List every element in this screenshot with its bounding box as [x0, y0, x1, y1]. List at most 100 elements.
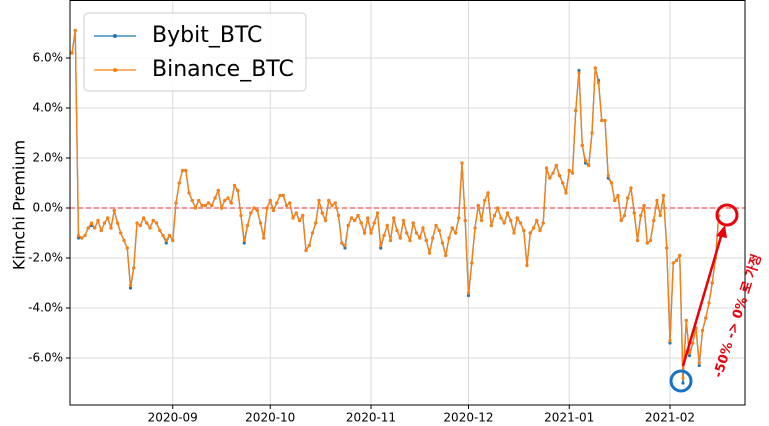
- series-marker: [330, 203, 334, 208]
- series-marker: [395, 228, 399, 233]
- series-marker: [106, 216, 110, 220]
- series-marker: [463, 218, 467, 223]
- series-marker: [622, 213, 627, 218]
- series-marker: [658, 213, 662, 218]
- series-marker: [76, 236, 81, 240]
- series-marker: [138, 223, 142, 228]
- series-marker: [174, 201, 178, 205]
- series-marker: [255, 208, 259, 213]
- series-marker: [242, 238, 246, 243]
- series-marker: [232, 183, 237, 188]
- series-marker: [502, 221, 506, 225]
- series-marker: [405, 231, 409, 235]
- x-tick-label: 2020-09: [148, 411, 198, 425]
- series-marker: [76, 233, 81, 238]
- series-marker: [593, 66, 597, 70]
- series-marker: [629, 186, 633, 190]
- series-marker: [645, 241, 649, 245]
- y-tick-label: 4.0%: [33, 101, 64, 115]
- series-marker: [278, 193, 282, 198]
- x-tick-label: 2020-10: [245, 411, 295, 425]
- series-marker: [567, 168, 571, 173]
- series-marker: [83, 233, 87, 238]
- series-marker: [590, 131, 594, 135]
- series-marker: [375, 211, 380, 215]
- series-marker: [483, 198, 487, 203]
- series-marker: [392, 216, 396, 220]
- series-marker: [297, 218, 302, 223]
- series-marker: [80, 236, 84, 240]
- series-marker: [408, 238, 412, 243]
- series-marker: [570, 171, 575, 175]
- series-marker: [281, 193, 285, 198]
- series-marker: [704, 316, 708, 320]
- series-marker: [476, 203, 480, 208]
- series-marker: [418, 236, 422, 240]
- series-marker: [304, 248, 308, 253]
- series-marker: [648, 238, 653, 243]
- series-marker: [128, 286, 133, 290]
- series-marker: [379, 243, 383, 248]
- series-marker: [125, 246, 129, 250]
- annotation-text: -50% -> 0% 로 가정: [710, 252, 765, 379]
- series-marker: [284, 203, 289, 208]
- series-marker: [161, 233, 165, 238]
- series-marker: [366, 216, 370, 220]
- series-marker: [112, 208, 116, 213]
- series-marker: [96, 218, 100, 223]
- series-marker: [652, 218, 656, 223]
- series-marker: [102, 221, 107, 225]
- series-marker: [343, 246, 347, 250]
- series-marker: [154, 221, 159, 225]
- series-marker: [158, 228, 162, 233]
- series-marker: [437, 228, 441, 233]
- legend-label: Binance_BTC: [152, 57, 294, 82]
- series-marker: [684, 318, 688, 323]
- series-marker: [187, 191, 191, 195]
- series-marker: [613, 198, 617, 203]
- series-marker: [382, 233, 386, 238]
- series-marker: [414, 231, 419, 235]
- plot-frame: [69, 0, 746, 406]
- series-marker: [385, 223, 389, 228]
- series-marker: [197, 198, 201, 203]
- series-marker: [359, 221, 363, 225]
- series-marker: [528, 231, 532, 235]
- series-marker: [229, 201, 233, 205]
- series-marker: [388, 238, 393, 243]
- series-marker: [466, 293, 471, 298]
- series-marker: [219, 206, 224, 210]
- series-marker: [216, 188, 220, 193]
- series-marker: [288, 201, 292, 205]
- y-tick-label: 0.0%: [33, 201, 64, 215]
- series-marker: [356, 213, 360, 218]
- series-marker: [265, 206, 269, 210]
- series-marker: [577, 68, 581, 73]
- series-marker: [141, 216, 146, 220]
- series-marker: [587, 163, 591, 168]
- series-marker: [486, 191, 490, 195]
- series-marker: [561, 181, 565, 185]
- series-marker: [457, 216, 461, 220]
- series-marker: [262, 236, 266, 240]
- series-marker: [294, 211, 298, 215]
- series-marker: [473, 226, 477, 230]
- series-marker: [193, 206, 198, 210]
- series-marker: [710, 281, 714, 285]
- series-marker: [466, 291, 471, 295]
- series-marker: [453, 231, 458, 235]
- annotation-arrow: [681, 232, 724, 367]
- series-marker: [145, 221, 149, 225]
- series-marker: [115, 221, 120, 225]
- series-marker: [668, 338, 672, 343]
- series-marker: [180, 168, 185, 173]
- series-marker: [268, 198, 272, 203]
- series-marker: [239, 213, 243, 218]
- series-marker: [398, 236, 402, 240]
- series-marker: [450, 226, 454, 230]
- series-marker: [535, 218, 539, 223]
- series-marker: [200, 203, 204, 208]
- highlight-circle: [669, 369, 693, 393]
- legend-box: [83, 12, 307, 92]
- legend-marker: [113, 68, 117, 72]
